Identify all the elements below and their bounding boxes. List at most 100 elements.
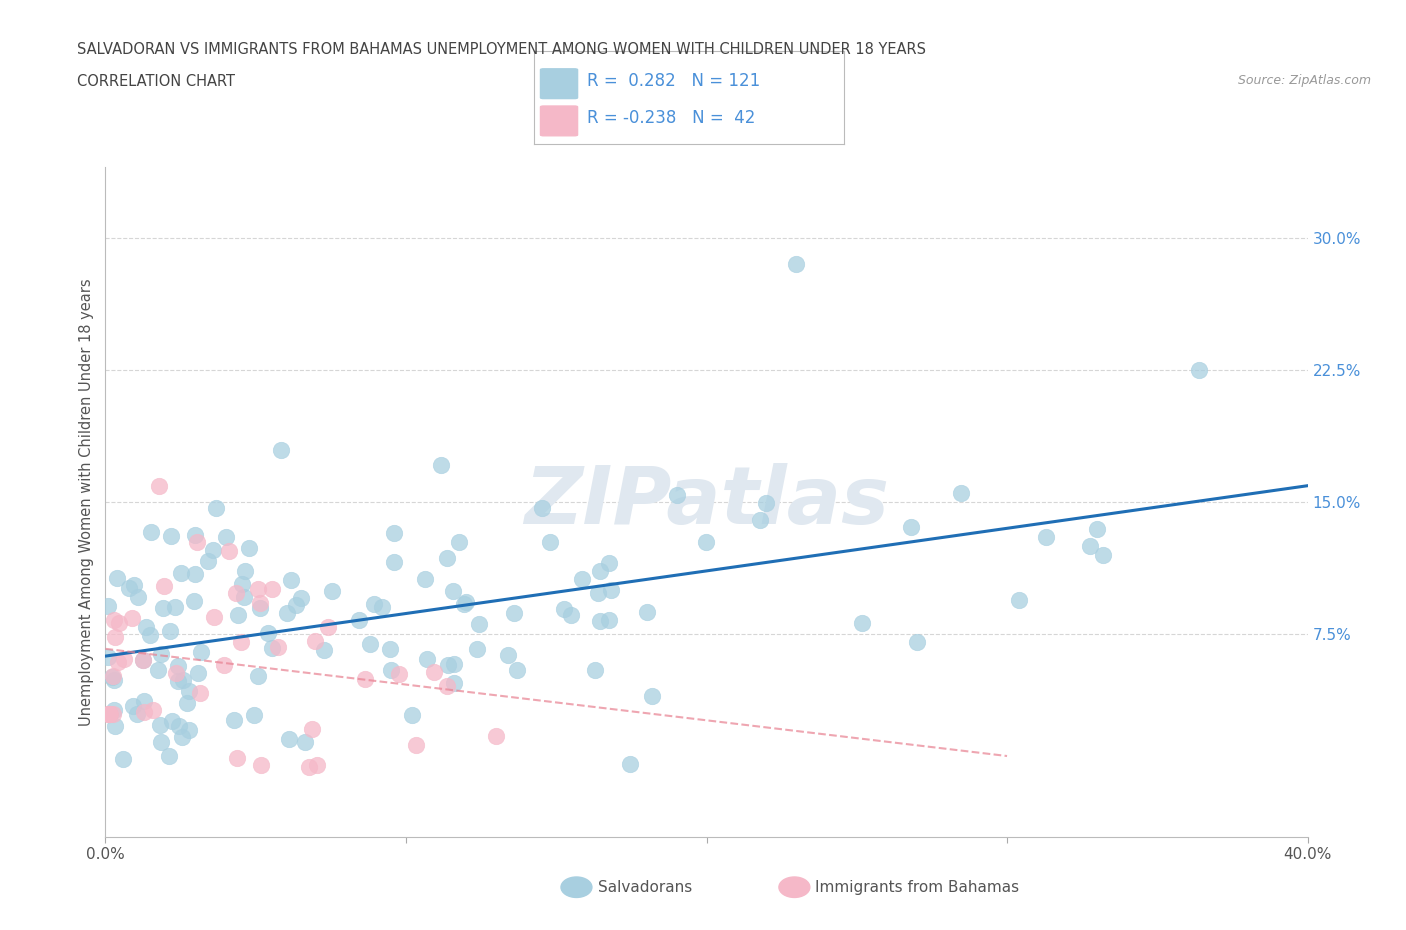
Point [184, 567, 207, 582]
Point [118, 580, 141, 595]
Point [748, 512, 770, 527]
Point [380, 642, 402, 657]
Point [152, 578, 174, 593]
Point [370, 600, 392, 615]
Point [538, 535, 561, 550]
Point [101, 670, 124, 684]
Point [560, 608, 582, 623]
Point [449, 535, 471, 550]
Point [363, 597, 385, 612]
Text: SALVADORAN VS IMMIGRANTS FROM BAHAMAS UNEMPLOYMENT AMONG WOMEN WITH CHILDREN UND: SALVADORAN VS IMMIGRANTS FROM BAHAMAS UN… [77, 42, 927, 57]
FancyBboxPatch shape [540, 106, 578, 136]
Point [277, 732, 299, 747]
Point [388, 667, 411, 682]
Point [162, 713, 184, 728]
Point [666, 488, 689, 503]
Point [187, 665, 209, 680]
Point [785, 257, 807, 272]
Point [124, 578, 146, 592]
Point [142, 702, 165, 717]
Point [416, 652, 439, 667]
Point [233, 564, 256, 578]
Point [262, 641, 284, 656]
Point [214, 658, 236, 672]
Point [121, 610, 143, 625]
Point [907, 634, 929, 649]
Point [307, 757, 329, 772]
Point [169, 719, 191, 734]
Point [107, 655, 129, 670]
Point [231, 577, 253, 591]
Point [249, 601, 271, 616]
Point [1078, 538, 1101, 553]
Text: R = -0.238   N =  42: R = -0.238 N = 42 [586, 109, 755, 127]
Point [249, 595, 271, 610]
Point [589, 614, 612, 629]
Point [695, 534, 717, 549]
Point [139, 628, 162, 643]
Point [321, 583, 343, 598]
Point [103, 613, 125, 628]
Point [202, 543, 225, 558]
Point [641, 689, 664, 704]
Point [152, 600, 174, 615]
Point [405, 737, 427, 752]
Point [506, 662, 529, 677]
Text: Salvadorans: Salvadorans [598, 880, 692, 895]
Point [127, 590, 149, 604]
Point [294, 735, 316, 750]
Point [262, 582, 284, 597]
Point [177, 723, 200, 737]
Point [226, 751, 249, 765]
Point [104, 718, 127, 733]
Point [571, 571, 593, 586]
Point [1008, 592, 1031, 607]
Point [183, 528, 205, 543]
Text: CORRELATION CHART: CORRELATION CHART [77, 74, 235, 89]
Point [111, 752, 134, 767]
Point [436, 551, 458, 565]
Point [183, 593, 205, 608]
Text: R =  0.282   N = 121: R = 0.282 N = 121 [586, 72, 761, 90]
Point [502, 605, 524, 620]
Point [553, 602, 575, 617]
Point [150, 735, 173, 750]
Point [101, 706, 124, 721]
Text: ZIPatlas: ZIPatlas [524, 463, 889, 541]
Point [159, 749, 181, 764]
Point [243, 708, 266, 723]
Point [588, 586, 610, 601]
Point [249, 757, 271, 772]
Point [150, 646, 173, 661]
Point [437, 658, 460, 672]
Point [132, 652, 155, 667]
Point [267, 640, 290, 655]
Point [298, 759, 321, 774]
Point [270, 442, 292, 457]
Point [132, 704, 155, 719]
Point [1092, 548, 1115, 563]
Point [131, 653, 153, 668]
Point [165, 665, 187, 680]
Point [900, 520, 922, 535]
Point [314, 643, 336, 658]
Point [112, 652, 135, 667]
Point [98, 706, 121, 721]
Point [202, 609, 225, 624]
Point [228, 607, 250, 622]
Point [104, 630, 127, 644]
Point [636, 604, 658, 619]
Point [215, 530, 238, 545]
Point [107, 615, 129, 630]
Point [176, 696, 198, 711]
Point [101, 669, 124, 684]
Point [149, 717, 172, 732]
Point [413, 571, 436, 586]
Point [359, 637, 381, 652]
Point [177, 684, 200, 698]
Point [190, 685, 212, 700]
Point [166, 673, 188, 688]
Point [301, 722, 323, 737]
Point [755, 496, 778, 511]
Point [949, 485, 972, 500]
